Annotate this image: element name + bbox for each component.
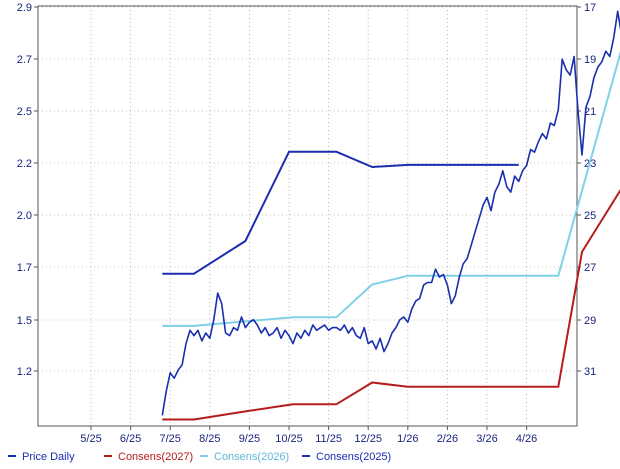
x-tick-label: 3/26 bbox=[476, 433, 497, 445]
left-tick-label: 2.7 bbox=[17, 54, 32, 66]
x-tick-label: 2/26 bbox=[437, 433, 458, 445]
left-tick-label: 1.7 bbox=[17, 262, 32, 274]
right-tick-label: 17 bbox=[584, 2, 596, 14]
x-axis: 5/25 6/25 7/25 8/25 9/25 10/25 11/25 12/25 1/26 2… bbox=[80, 426, 537, 445]
x-tick-label: 12/25 bbox=[354, 433, 382, 445]
series-group bbox=[161, 10, 620, 421]
x-tick-label: 11/25 bbox=[315, 433, 342, 445]
legend-label-consens-2026: Consens(2026) bbox=[214, 451, 289, 463]
legend-label-consens-2027: Consens(2027) bbox=[118, 451, 193, 463]
right-tick-label: 29 bbox=[584, 315, 596, 327]
x-tick-label: 5/25 bbox=[80, 433, 101, 445]
left-axis: 1.2 1.5 1.7 2.0 2.2 2.5 2.7 2.9 bbox=[17, 2, 38, 378]
left-tick-label: 2.5 bbox=[17, 106, 32, 118]
x-tick-label: 10/25 bbox=[275, 433, 303, 445]
right-tick-label: 19 bbox=[584, 54, 596, 66]
right-tick-label: 21 bbox=[584, 106, 596, 118]
left-tick-label: 2.9 bbox=[17, 2, 32, 14]
left-tick-label: 1.2 bbox=[17, 366, 32, 378]
series-line-price-daily bbox=[161, 10, 620, 416]
legend-label-price-daily: Price Daily bbox=[22, 451, 75, 463]
x-tick-label: 9/25 bbox=[239, 433, 260, 445]
legend-label-consens-2025: Consens(2025) bbox=[316, 451, 391, 463]
legend: Price Daily Consens(2027) Consens(2026) Con… bbox=[8, 451, 391, 463]
x-tick-label: 1/26 bbox=[397, 433, 418, 445]
x-tick-label: 8/25 bbox=[199, 433, 220, 445]
right-tick-label: 31 bbox=[584, 366, 596, 378]
x-tick-label: 6/25 bbox=[120, 433, 141, 445]
series-line-consens-2027 bbox=[162, 188, 620, 421]
plot-frame bbox=[37, 5, 578, 427]
series-line-consens-2025 bbox=[162, 150, 519, 275]
left-tick-label: 1.5 bbox=[17, 315, 32, 327]
x-tick-label: 4/26 bbox=[516, 433, 537, 445]
x-tick-label: 7/25 bbox=[159, 433, 180, 445]
left-tick-label: 2.0 bbox=[17, 210, 32, 222]
left-tick-label: 2.2 bbox=[17, 158, 32, 170]
right-tick-label: 27 bbox=[584, 262, 596, 274]
right-tick-label: 25 bbox=[584, 210, 596, 222]
